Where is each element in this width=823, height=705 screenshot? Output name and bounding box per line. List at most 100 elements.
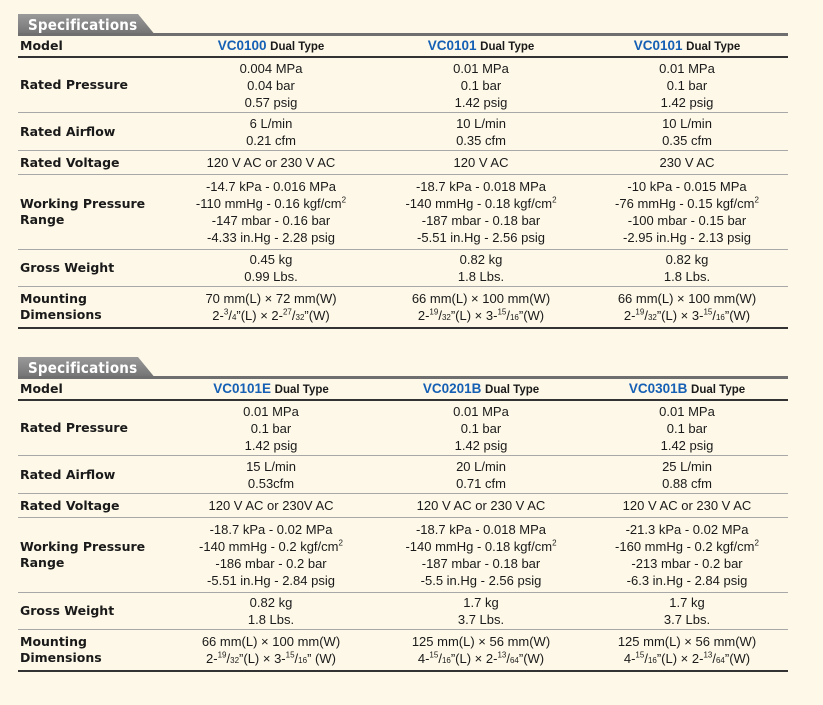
cell-value: 3.7 Lbs. xyxy=(586,611,788,628)
cell-text: -186 mbar - 0.2 bar xyxy=(215,556,327,571)
cell-text: 0.1 bar xyxy=(666,420,708,436)
spec-cell: -18.7 kPa - 0.018 MPa -140 mmHg - 0.18 kg… xyxy=(376,174,586,250)
dim-part: 2- xyxy=(623,308,636,323)
cell-value: 230 V AC xyxy=(586,154,788,171)
row-label-line: Gross Weight xyxy=(20,603,115,618)
model-type: Dual Type xyxy=(686,40,741,53)
cell-text: 10 L/min xyxy=(456,115,506,131)
cell-value: 0.1 bar xyxy=(376,420,586,437)
dim-part: 32 xyxy=(230,656,240,665)
cell-value: 20 L/min xyxy=(376,458,586,475)
dim-part: 13 xyxy=(703,650,713,660)
cell-value: -187 mbar - 0.18 bar xyxy=(376,212,586,229)
row-label: Gross Weight xyxy=(18,592,166,630)
dim-part: 2- xyxy=(206,651,218,666)
dim-part: ”(W) xyxy=(304,308,330,323)
dim-part: 19 xyxy=(635,307,645,317)
cell-text: 0.004 MPa xyxy=(239,60,303,76)
cell-value: 25 L/min xyxy=(586,458,788,475)
dim-part: ”(W) xyxy=(518,651,545,666)
cell-value: -160 mmHg - 0.2 kgf/cm2 xyxy=(586,538,788,555)
imperial-dimension: 4-15/16”(L) × 2-13/64”(W) xyxy=(417,650,545,666)
cell-text: -18.7 kPa - 0.02 MPa xyxy=(209,522,333,537)
row-label-line: Mounting xyxy=(20,634,87,649)
cell-text: -100 mbar - 0.15 bar xyxy=(627,213,747,228)
cell-value: -6.3 in.Hg - 2.84 psig xyxy=(586,572,788,589)
cell-value: 1.8 Lbs. xyxy=(376,268,586,285)
spec-cell: -18.7 kPa - 0.018 MPa -140 mmHg - 0.18 kg… xyxy=(376,517,586,593)
dim-part: 15 xyxy=(429,650,439,660)
spec-cell: -21.3 kPa - 0.02 MPa -160 mmHg - 0.2 kgf/… xyxy=(586,517,788,593)
model-code: VC0100 xyxy=(217,37,267,53)
cell-value: 3.7 Lbs. xyxy=(376,611,586,628)
cell-value: -2.95 in.Hg - 2.13 psig xyxy=(586,229,788,246)
spec-cell: -10 kPa - 0.015 MPa -76 mmHg - 0.15 kgf/c… xyxy=(586,174,788,250)
spec-header-tab: Specifications xyxy=(18,14,788,36)
cell-value: 15 L/min xyxy=(166,458,376,475)
row-label: Rated Pressure xyxy=(18,400,166,456)
dim-part: 32 xyxy=(441,313,451,322)
cell-value: 1.42 psig xyxy=(586,94,788,111)
cell-value: 120 V AC xyxy=(376,154,586,171)
cell-text: 3.7 Lbs. xyxy=(663,612,711,627)
row-label-line: Rated Airflow xyxy=(20,123,116,139)
imperial-dimension: 4-15/16”(L) × 2-13/64”(W) xyxy=(623,650,751,666)
dim-part: 4- xyxy=(417,651,430,666)
model-cell: VC0100 Dual Type xyxy=(166,36,376,58)
imperial-dimension: 2-19/32”(L) × 3-15/16”(W) xyxy=(417,307,545,323)
dim-part: ”(W) xyxy=(518,308,545,323)
cell-value: 1.7 kg xyxy=(376,594,586,611)
cell-text: 1.7 kg xyxy=(463,595,499,610)
cell-value: -4.33 in.Hg - 2.28 psig xyxy=(166,229,376,246)
cell-value: 1.42 psig xyxy=(376,94,586,111)
cell-value: -5.5 in.Hg - 2.56 psig xyxy=(376,572,586,589)
cell-text: 0.82 kg xyxy=(665,252,709,267)
cell-text: 120 V AC or 230 V AC xyxy=(416,498,546,513)
cell-value: 0.82 kg xyxy=(166,594,376,611)
spec-cell: 20 L/min 0.71 cfm xyxy=(376,455,586,494)
cell-text: 20 L/min xyxy=(456,458,506,474)
cell-value: -186 mbar - 0.2 bar xyxy=(166,555,376,572)
spec-table-2: Specifications Model VC0101E Dual Type V… xyxy=(18,357,788,672)
spec-cell: 70 mm(L) × 72 mm(W) 2-3/4”(L) × 2-27/32”(… xyxy=(166,286,376,329)
cell-value: 0.57 psig xyxy=(166,94,376,111)
spec-cell: 10 L/min 0.35 cfm xyxy=(586,112,788,151)
cell-text: -140 mmHg - 0.18 kgf/cm xyxy=(405,539,553,554)
row-label-line: Mounting xyxy=(20,291,87,306)
cell-text: 120 V AC or 230 V AC xyxy=(206,155,336,170)
spec-table: Model VC0100 Dual Type VC0101 Dual Type … xyxy=(18,36,788,329)
row-label-line: Rated Pressure xyxy=(20,420,129,435)
dim-part: 4- xyxy=(623,651,636,666)
row-label: Rated Airflow xyxy=(18,455,166,494)
cell-value: -100 mbar - 0.15 bar xyxy=(586,212,788,229)
cell-text: 66 mm(L) × 100 mm(W) xyxy=(411,291,551,306)
model-cell: VC0101E Dual Type xyxy=(166,379,376,401)
cell-text: 0.01 MPa xyxy=(453,60,509,76)
cell-value: 0.88 cfm xyxy=(586,475,788,492)
row-label-line: Rated Voltage xyxy=(20,154,120,170)
cell-text: 3.7 Lbs. xyxy=(457,612,505,627)
cell-value: -147 mbar - 0.16 bar xyxy=(166,212,376,229)
cell-text: -2.95 in.Hg - 2.13 psig xyxy=(623,230,751,245)
spec-cell: 66 mm(L) × 100 mm(W) 2-19/32”(L) × 3-15/1… xyxy=(376,286,586,329)
cell-value: 0.99 Lbs. xyxy=(166,268,376,285)
superscript: 2 xyxy=(754,195,759,205)
cell-text: 0.1 bar xyxy=(250,420,292,436)
cell-text: 125 mm(L) × 56 mm(W) xyxy=(411,634,551,649)
row-label-line: Rated Pressure xyxy=(20,77,129,92)
cell-value: 0.71 cfm xyxy=(376,475,586,492)
spec-row: Rated Voltage 120 V AC or 230V AC 120 V AC… xyxy=(18,493,788,518)
cell-value: -76 mmHg - 0.15 kgf/cm2 xyxy=(586,195,788,212)
cell-value: 66 mm(L) × 100 mm(W) xyxy=(166,633,376,650)
cell-value: 0.45 kg xyxy=(166,251,376,268)
row-label-line: Range xyxy=(20,212,65,227)
cell-value: -140 mmHg - 0.18 kgf/cm2 xyxy=(376,195,586,212)
spec-table-1: Specifications Model VC0100 Dual Type VC… xyxy=(18,14,788,329)
cell-text: 0.71 cfm xyxy=(456,475,506,491)
cell-value: 0.01 MPa xyxy=(586,60,788,77)
cell-value: 0.53cfm xyxy=(166,475,376,492)
spec-row: Rated Airflow 6 L/min 0.21 cfm 10 L/min 0.35… xyxy=(18,112,788,151)
spec-row: Rated Pressure 0.004 MPa 0.04 bar 0.57 psig… xyxy=(18,57,788,113)
cell-text: 0.35 cfm xyxy=(662,132,712,148)
cell-text: -18.7 kPa - 0.018 MPa xyxy=(415,179,547,194)
